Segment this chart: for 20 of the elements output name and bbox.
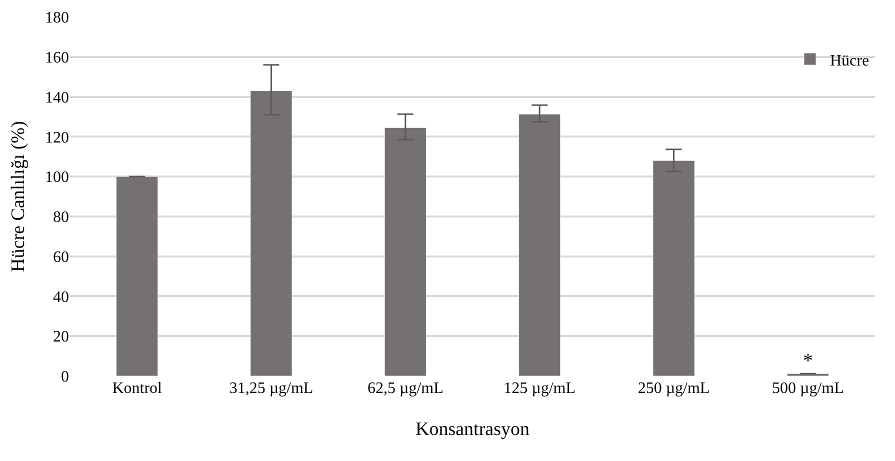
y-tick-label: 160 — [45, 49, 69, 66]
y-tick-label: 180 — [45, 10, 69, 27]
y-tick-label: 100 — [45, 169, 69, 186]
x-tick-label: 500 µg/mL — [772, 380, 844, 397]
y-tick-label: 120 — [45, 129, 69, 146]
y-tick-label: 60 — [53, 248, 69, 266]
legend-label: Hücre — [830, 52, 870, 70]
x-tick-label: 31,25 µg/mL — [229, 380, 314, 397]
x-tick-label: 250 µg/mL — [638, 380, 710, 397]
y-tick-label: 20 — [53, 328, 69, 346]
y-tick-label: 140 — [45, 89, 69, 106]
y-axis-title: Hücre Canlılığı (%) — [8, 121, 29, 272]
y-tick-label: 80 — [53, 209, 69, 226]
y-tick-label: 40 — [53, 288, 69, 306]
annotation: * — [803, 350, 813, 372]
x-tick-label: Kontrol — [112, 380, 163, 397]
x-axis-title: Konsantrasyon — [416, 418, 530, 440]
x-tick-label: 62,5 µg/mL — [367, 380, 444, 397]
x-tick-label: 125 µg/mL — [504, 380, 576, 397]
y-tick-label: 0 — [61, 368, 69, 386]
